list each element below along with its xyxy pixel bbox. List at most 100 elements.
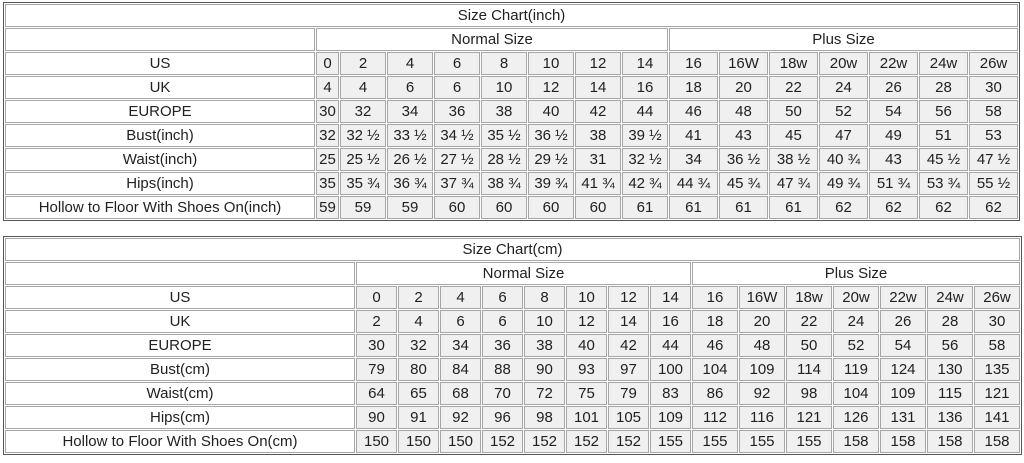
size-value-cell: 56 (919, 100, 968, 123)
size-value-cell: 46 (692, 334, 738, 357)
size-value-cell: 26 (880, 310, 926, 333)
size-value-cell: 98 (786, 382, 832, 405)
size-value-cell: 98 (524, 406, 565, 429)
size-value-cell: 115 (927, 382, 973, 405)
size-value-cell: 50 (786, 334, 832, 357)
size-value-cell: 79 (356, 358, 397, 381)
size-value-cell: 4 (316, 76, 339, 99)
size-value-cell: 114 (786, 358, 832, 381)
size-value-cell: 40 ¾ (819, 148, 868, 171)
size-value-cell: 34 (669, 148, 718, 171)
corner-cell (5, 262, 355, 285)
size-value-cell: 6 (434, 52, 480, 75)
row-label: Hollow to Floor With Shoes On(cm) (5, 430, 355, 453)
size-value-cell: 47 (819, 124, 868, 147)
size-value-cell: 16 (669, 52, 718, 75)
size-value-cell: 32 (398, 334, 439, 357)
size-value-cell: 58 (974, 334, 1021, 357)
size-value-cell: 25 ½ (340, 148, 386, 171)
size-value-cell: 109 (650, 406, 691, 429)
size-value-cell: 60 (528, 196, 574, 219)
row-label: UK (5, 310, 355, 333)
size-value-cell: 52 (819, 100, 868, 123)
size-value-cell: 30 (356, 334, 397, 357)
size-value-cell: 24w (919, 52, 968, 75)
size-value-cell: 86 (692, 382, 738, 405)
table-title: Size Chart(cm) (5, 238, 1021, 261)
size-value-cell: 109 (880, 382, 926, 405)
size-value-cell: 30 (974, 310, 1021, 333)
size-value-cell: 22w (880, 286, 926, 309)
size-value-cell: 61 (622, 196, 668, 219)
size-value-cell: 24w (927, 286, 973, 309)
size-value-cell: 61 (769, 196, 818, 219)
size-value-cell: 45 ¾ (719, 172, 768, 195)
size-value-cell: 43 (719, 124, 768, 147)
group-header-row: Normal Size Plus Size (5, 28, 1019, 51)
size-value-cell: 31 (575, 148, 621, 171)
size-value-cell: 12 (566, 310, 607, 333)
size-value-cell: 14 (650, 286, 691, 309)
size-value-cell: 38 (575, 124, 621, 147)
size-value-cell: 2 (356, 310, 397, 333)
size-value-cell: 112 (692, 406, 738, 429)
size-value-cell: 72 (524, 382, 565, 405)
row-label: Waist(cm) (5, 382, 355, 405)
title-row: Size Chart(cm) (5, 238, 1021, 261)
size-value-cell: 41 ¾ (575, 172, 621, 195)
size-value-cell: 34 (387, 100, 433, 123)
size-value-cell: 97 (608, 358, 649, 381)
size-value-cell: 20w (833, 286, 879, 309)
size-value-cell: 18w (769, 52, 818, 75)
normal-size-header: Normal Size (316, 28, 668, 51)
size-value-cell: 65 (398, 382, 439, 405)
size-value-cell: 0 (356, 286, 397, 309)
size-chart-inch-table: Size Chart(inch) Normal Size Plus Size U… (3, 2, 1021, 221)
size-value-cell: 46 (669, 100, 718, 123)
size-value-cell: 38 (524, 334, 565, 357)
plus-size-header: Plus Size (669, 28, 1019, 51)
size-value-cell: 155 (692, 430, 738, 453)
row-label: UK (5, 76, 315, 99)
size-value-cell: 75 (566, 382, 607, 405)
size-value-cell: 6 (482, 286, 523, 309)
size-value-cell: 59 (340, 196, 386, 219)
size-value-cell: 152 (566, 430, 607, 453)
size-value-cell: 2 (340, 52, 386, 75)
row-label: Waist(inch) (5, 148, 315, 171)
size-value-cell: 6 (440, 310, 481, 333)
size-value-cell: 16W (719, 52, 768, 75)
size-value-cell: 26w (974, 286, 1021, 309)
size-value-cell: 62 (869, 196, 918, 219)
size-value-cell: 101 (566, 406, 607, 429)
size-value-cell: 49 ¾ (819, 172, 868, 195)
size-value-cell: 150 (398, 430, 439, 453)
size-value-cell: 36 ¾ (387, 172, 433, 195)
size-value-cell: 6 (387, 76, 433, 99)
size-value-cell: 61 (669, 196, 718, 219)
size-value-cell: 32 (316, 124, 339, 147)
table-row: US 0 2 4 6 8 10 12 14 16 16W 18w 20w 22w 24w 26w (5, 286, 1021, 309)
size-value-cell: 20 (739, 310, 785, 333)
size-value-cell: 10 (481, 76, 527, 99)
size-value-cell: 28 (919, 76, 968, 99)
size-value-cell: 152 (608, 430, 649, 453)
size-value-cell: 48 (719, 100, 768, 123)
size-value-cell: 34 ½ (434, 124, 480, 147)
size-value-cell: 36 ½ (528, 124, 574, 147)
size-value-cell: 12 (528, 76, 574, 99)
size-value-cell: 26 (869, 76, 918, 99)
row-label: US (5, 52, 315, 75)
size-value-cell: 28 ½ (481, 148, 527, 171)
size-value-cell: 88 (482, 358, 523, 381)
size-value-cell: 32 ½ (622, 148, 668, 171)
size-value-cell: 155 (650, 430, 691, 453)
size-value-cell: 4 (340, 76, 386, 99)
size-value-cell: 121 (786, 406, 832, 429)
table-row: Bust(cm) 79 80 84 88 90 93 97 100 104 109 114 119 124… (5, 358, 1021, 381)
size-value-cell: 27 ½ (434, 148, 480, 171)
size-value-cell: 55 ½ (969, 172, 1019, 195)
size-value-cell: 22 (769, 76, 818, 99)
size-value-cell: 105 (608, 406, 649, 429)
size-value-cell: 141 (974, 406, 1021, 429)
